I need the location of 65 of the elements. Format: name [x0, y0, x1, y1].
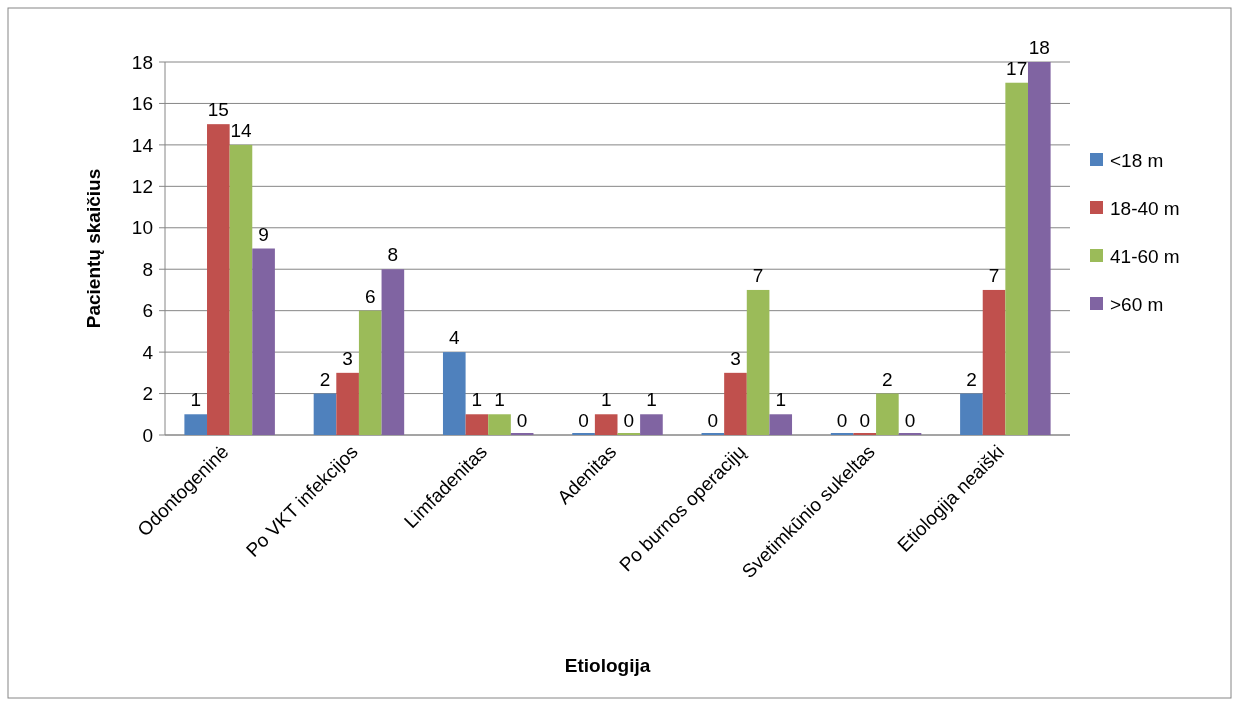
data-label: 0 — [836, 410, 848, 431]
bar — [640, 414, 663, 435]
bar — [381, 269, 405, 435]
bar — [252, 248, 275, 435]
data-label: 0 — [516, 410, 528, 431]
legend-label: 18-40 m — [1110, 197, 1180, 219]
data-label: 1 — [775, 389, 787, 411]
bar — [1027, 62, 1051, 435]
bar — [207, 124, 230, 435]
data-label: 1 — [646, 389, 657, 411]
data-label: 9 — [258, 223, 269, 245]
bar — [465, 414, 489, 435]
data-label: 1 — [190, 389, 201, 411]
bar — [1005, 82, 1028, 435]
data-label: 0 — [707, 410, 719, 431]
y-axis-title: Pacientų skaičius — [83, 168, 104, 329]
bar — [876, 393, 899, 435]
data-label: 1 — [600, 389, 612, 411]
bar — [336, 372, 359, 435]
x-axis-title: Etiologija — [564, 655, 651, 676]
data-label: 7 — [752, 264, 764, 286]
bar — [313, 393, 337, 435]
bar — [488, 414, 511, 435]
data-label: 4 — [448, 327, 460, 349]
data-label: 14 — [230, 119, 252, 141]
data-label: 1 — [471, 389, 483, 411]
data-label: 2 — [882, 368, 893, 390]
data-label: 7 — [988, 264, 1000, 286]
data-label: 2 — [319, 368, 331, 390]
y-tick-label: 0 — [142, 424, 153, 446]
bar — [229, 144, 253, 435]
data-label: 3 — [730, 347, 741, 369]
data-label: 17 — [1006, 57, 1028, 79]
bar — [960, 393, 983, 435]
bar — [442, 352, 466, 435]
data-label: 0 — [578, 410, 589, 431]
data-label: 2 — [966, 368, 977, 390]
data-label: 3 — [342, 347, 353, 369]
y-tick-label: 4 — [142, 341, 154, 363]
data-label: 0 — [904, 410, 916, 431]
data-label: 18 — [1028, 37, 1050, 58]
data-label: 0 — [623, 410, 635, 431]
y-tick-label: 18 — [131, 51, 153, 73]
bar — [184, 414, 208, 435]
y-tick-label: 6 — [142, 300, 153, 322]
data-label: 0 — [859, 410, 871, 431]
bar — [769, 414, 793, 435]
data-label: 15 — [207, 99, 229, 121]
legend-label: >60 m — [1110, 293, 1164, 315]
y-tick-label: 16 — [131, 93, 153, 115]
bar — [724, 372, 747, 435]
y-tick-label: 14 — [131, 134, 154, 156]
bar — [746, 289, 770, 435]
data-label: 6 — [364, 285, 376, 307]
y-tick-label: 10 — [131, 217, 153, 239]
bar — [982, 289, 1006, 435]
data-label: 1 — [494, 389, 505, 411]
legend-label: 41-60 m — [1110, 245, 1180, 267]
y-tick-label: 8 — [142, 258, 153, 280]
bar — [594, 414, 618, 435]
bar — [358, 310, 382, 435]
data-label: 8 — [387, 244, 399, 266]
y-tick-label: 2 — [142, 383, 153, 405]
y-tick-label: 12 — [131, 175, 153, 197]
legend-label: <18 m — [1110, 149, 1164, 171]
